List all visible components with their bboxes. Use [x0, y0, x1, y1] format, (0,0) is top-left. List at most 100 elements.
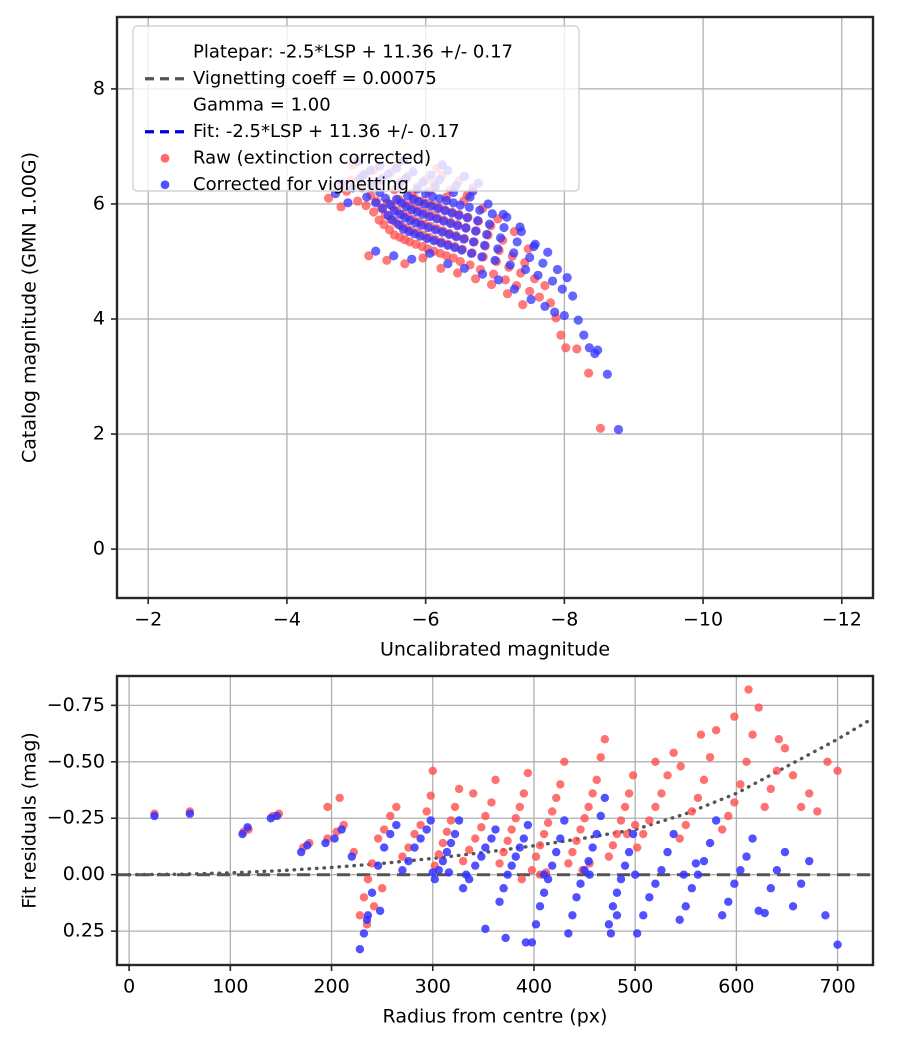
data-point [736, 865, 745, 875]
data-point [539, 888, 549, 897]
data-point [639, 829, 648, 839]
data-point [724, 897, 733, 906]
data-point [454, 816, 464, 825]
xtick-label: 300 [415, 976, 451, 998]
data-point [564, 929, 573, 938]
data-point [438, 856, 448, 866]
data-point [821, 911, 830, 920]
legend-entry[interactable]: Raw (extinction corrected) [160, 147, 432, 168]
data-point [495, 859, 504, 868]
data-point [416, 820, 425, 830]
xtick-label: 0 [123, 976, 135, 998]
data-point [434, 194, 445, 204]
data-point [595, 423, 606, 433]
data-point [657, 789, 666, 798]
data-point [630, 820, 640, 830]
ytick-label: −0.75 [47, 694, 105, 716]
data-point [477, 252, 487, 262]
data-point [427, 191, 438, 202]
legend-entry[interactable]: Corrected for vignetting [160, 174, 409, 195]
data-point [459, 234, 469, 244]
data-point [730, 798, 739, 807]
data-point [455, 256, 465, 267]
data-point [547, 861, 557, 870]
data-point [521, 938, 531, 947]
data-point [363, 875, 373, 884]
data-point [552, 793, 561, 803]
legend-dot-icon [160, 153, 170, 163]
data-point [364, 251, 374, 261]
data-point [458, 856, 468, 866]
data-point [477, 269, 488, 279]
axes-frame [115, 15, 875, 600]
legend-entry[interactable]: Fit: -2.5*LSP + 11.36 +/- 0.17 [145, 121, 460, 142]
data-point [238, 829, 247, 839]
data-point [442, 847, 452, 857]
data-point [657, 865, 666, 875]
data-point [507, 825, 516, 834]
data-point [562, 272, 572, 283]
data-point [512, 237, 522, 247]
data-point [440, 206, 450, 216]
legend-entry-label: Corrected for vignetting [193, 174, 409, 195]
data-point [592, 829, 601, 839]
data-point [499, 222, 509, 233]
data-point [296, 847, 306, 857]
data-point [353, 196, 363, 206]
xtick-label: 600 [718, 976, 754, 998]
data-point [498, 209, 508, 219]
data-point [499, 847, 508, 857]
data-point [404, 856, 413, 866]
data-point [568, 291, 578, 301]
data-point [362, 192, 372, 202]
data-point [382, 255, 392, 265]
ytick-label: 0.00 [63, 863, 105, 885]
data-point [458, 884, 468, 893]
legend-entry-label: Gamma = 1.00 [193, 94, 331, 115]
scatter-series-raw [150, 685, 842, 929]
data-point [425, 248, 435, 259]
data-point [335, 793, 344, 803]
data-point [628, 829, 638, 839]
data-point [568, 911, 577, 920]
data-point [442, 827, 452, 836]
data-point [379, 843, 389, 852]
data-point [502, 289, 513, 299]
data-point [568, 847, 577, 857]
data-point [359, 929, 369, 938]
legend-entry[interactable]: Platepar: -2.5*LSP + 11.36 +/- 0.17 [193, 41, 513, 62]
data-point [451, 232, 461, 242]
data-point [572, 344, 582, 354]
data-point [602, 369, 612, 379]
legend-entry[interactable]: Vignetting coeff = 0.00075 [145, 68, 437, 89]
data-point [693, 793, 703, 803]
data-point [588, 789, 597, 798]
data-point [404, 843, 413, 852]
legend-background [132, 25, 580, 192]
data-point [535, 902, 545, 911]
ytick-label: −0.25 [47, 807, 105, 829]
data-point [495, 233, 506, 243]
data-point [681, 820, 690, 830]
legend-entry[interactable]: Gamma = 1.00 [193, 94, 331, 115]
data-point [687, 807, 697, 816]
data-point [373, 861, 383, 870]
data-point [557, 284, 567, 294]
data-point [730, 879, 739, 888]
data-point [450, 243, 460, 253]
data-point [676, 762, 685, 771]
data-point [766, 884, 775, 893]
data-point [150, 811, 159, 821]
data-point [552, 264, 563, 275]
data-point [493, 244, 503, 254]
scatter-series-corrected [150, 793, 842, 954]
data-point [457, 245, 467, 255]
data-point [499, 884, 508, 893]
data-point [429, 236, 439, 246]
data-point [443, 240, 453, 250]
data-point [620, 861, 630, 870]
data-point [398, 865, 407, 875]
data-point [361, 201, 371, 211]
data-point [592, 775, 601, 785]
data-point [711, 816, 721, 825]
